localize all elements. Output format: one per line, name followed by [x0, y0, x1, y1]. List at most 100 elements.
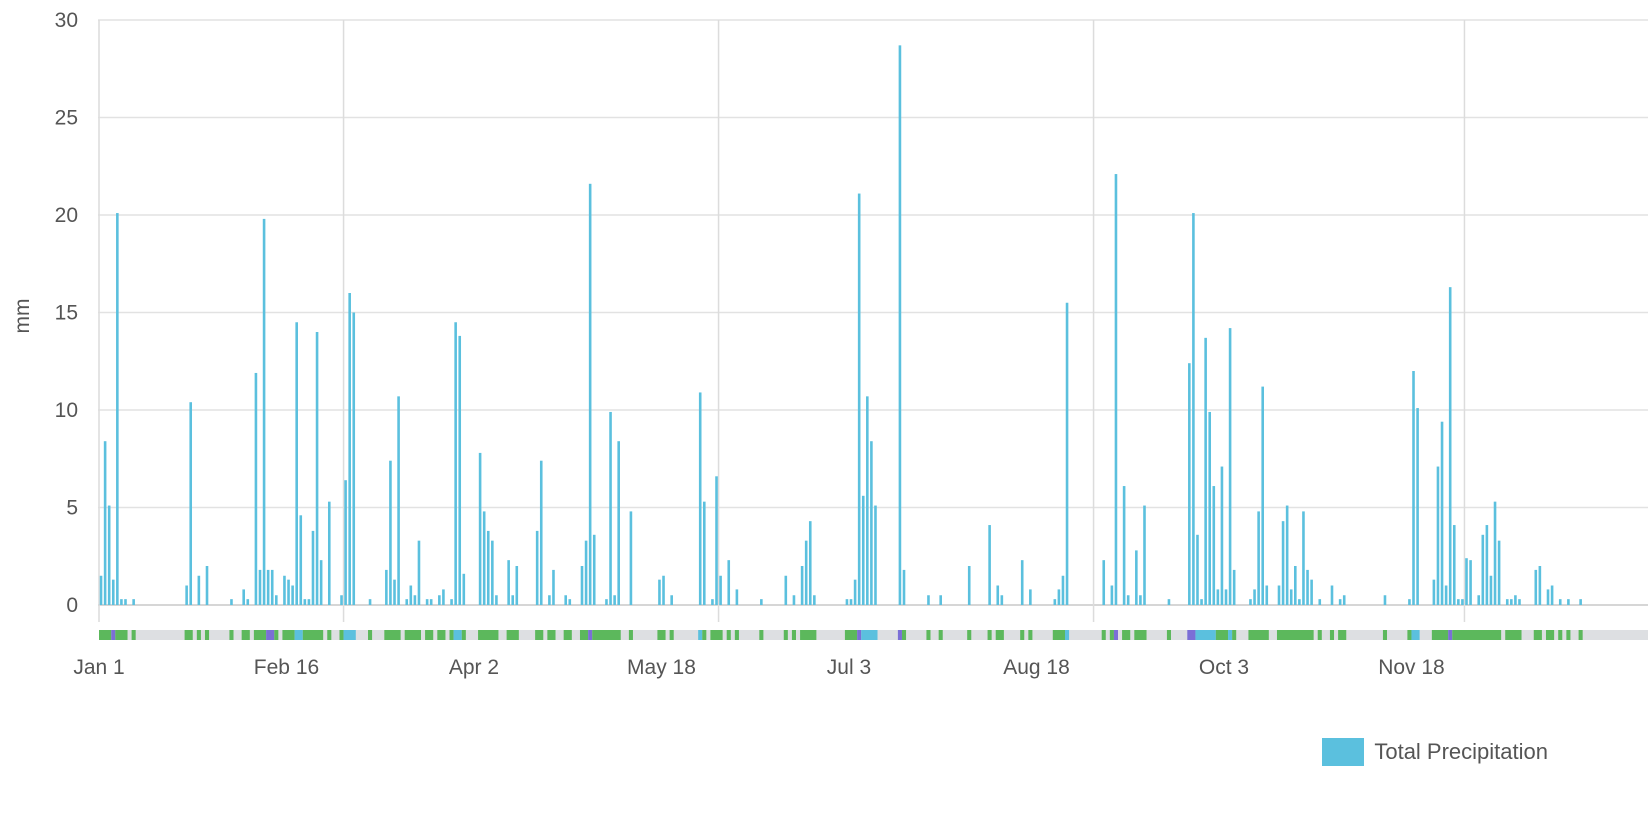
precip-bar[interactable] [592, 534, 596, 605]
precip-bar[interactable] [409, 585, 413, 606]
precip-bar[interactable] [609, 411, 612, 605]
precip-bar[interactable] [1444, 585, 1448, 606]
precip-bar[interactable] [800, 566, 804, 605]
precip-bar[interactable] [1122, 486, 1126, 605]
precip-bar[interactable] [340, 595, 343, 605]
precip-bar[interactable] [1232, 569, 1236, 605]
precip-bar[interactable] [185, 585, 188, 606]
precip-bar[interactable] [613, 595, 616, 605]
precip-bar[interactable] [327, 501, 331, 605]
precip-bar[interactable] [1281, 521, 1285, 605]
precip-bar[interactable] [1277, 585, 1281, 606]
precip-bar[interactable] [866, 396, 869, 605]
precip-bar[interactable] [617, 441, 620, 605]
precip-bar[interactable] [1285, 505, 1289, 605]
precip-bar[interactable] [511, 595, 515, 605]
precip-bar[interactable] [270, 569, 274, 605]
precip-bar[interactable] [352, 312, 356, 606]
precip-bar[interactable] [1342, 595, 1346, 605]
precip-bar[interactable] [450, 599, 453, 605]
precip-bar[interactable] [1061, 575, 1065, 605]
precip-bar[interactable] [1412, 371, 1415, 605]
precip-bar[interactable] [1139, 595, 1142, 605]
precip-bar[interactable] [1302, 511, 1305, 605]
precip-bar[interactable] [429, 599, 433, 605]
precip-bar[interactable] [311, 530, 315, 605]
precip-bar[interactable] [1261, 386, 1264, 605]
precip-bar[interactable] [870, 441, 873, 605]
precip-bar[interactable] [1534, 569, 1538, 605]
precip-bar[interactable] [1249, 599, 1252, 605]
precip-bar[interactable] [670, 595, 673, 605]
precip-bar[interactable] [1510, 599, 1513, 605]
precip-bar[interactable] [205, 566, 209, 605]
precip-bar[interactable] [495, 595, 498, 605]
precip-bar[interactable] [1020, 560, 1024, 605]
precip-bar[interactable] [1294, 566, 1297, 605]
precip-bar[interactable] [588, 183, 592, 606]
precip-bar[interactable] [1208, 411, 1212, 605]
precip-bar[interactable] [584, 540, 588, 605]
precip-bar[interactable] [291, 585, 294, 606]
precip-bar[interactable] [568, 599, 572, 605]
precip-bar[interactable] [515, 566, 519, 605]
precip-bar[interactable] [1228, 328, 1232, 605]
precip-bar[interactable] [266, 569, 270, 605]
precip-bar[interactable] [1143, 505, 1146, 605]
precip-bar[interactable] [1461, 599, 1464, 605]
precip-bar[interactable] [1383, 595, 1387, 605]
precip-bar[interactable] [1188, 363, 1191, 605]
precip-bar[interactable] [564, 595, 568, 605]
precip-bar[interactable] [808, 521, 812, 605]
precip-bar[interactable] [735, 589, 739, 605]
precip-bar[interactable] [996, 585, 1000, 606]
precip-bar[interactable] [1546, 589, 1550, 605]
precip-bar[interactable] [478, 452, 482, 605]
precip-bar[interactable] [552, 569, 555, 605]
precip-bar[interactable] [1436, 466, 1440, 605]
precip-bar[interactable] [874, 505, 877, 605]
precip-bar[interactable] [417, 540, 421, 605]
precip-bar[interactable] [898, 45, 902, 606]
precip-bar[interactable] [397, 396, 400, 605]
precip-bar[interactable] [482, 511, 486, 605]
precip-bar[interactable] [1432, 579, 1436, 605]
precip-bar[interactable] [902, 569, 906, 605]
precip-bar[interactable] [1257, 511, 1260, 605]
precip-bar[interactable] [1505, 599, 1509, 605]
precip-bar[interactable] [1220, 466, 1224, 605]
precip-bar[interactable] [486, 530, 490, 605]
precip-bar[interactable] [535, 530, 539, 605]
precip-bar[interactable] [1167, 599, 1171, 605]
precip-bar[interactable] [315, 332, 319, 605]
precip-bar[interactable] [548, 595, 551, 605]
precip-bar[interactable] [283, 575, 286, 605]
precip-bar[interactable] [1440, 421, 1444, 605]
precip-bar[interactable] [939, 595, 942, 605]
precip-bar[interactable] [389, 460, 392, 605]
precip-bar[interactable] [262, 218, 266, 605]
precip-bar[interactable] [458, 335, 462, 605]
precip-bar[interactable] [344, 480, 347, 605]
precip-bar[interactable] [1514, 595, 1517, 605]
precip-bar[interactable] [287, 579, 290, 605]
precip-bar[interactable] [275, 595, 278, 605]
precip-bar[interactable] [857, 193, 861, 606]
precip-bar[interactable] [662, 575, 665, 605]
precip-bar[interactable] [189, 402, 193, 605]
precip-bar[interactable] [629, 511, 633, 605]
precip-bar[interactable] [539, 460, 543, 605]
precip-bar[interactable] [438, 595, 441, 605]
precip-bar[interactable] [1489, 575, 1493, 605]
precip-bar[interactable] [715, 476, 718, 605]
precip-bar[interactable] [605, 599, 608, 605]
precip-bar[interactable] [813, 595, 816, 605]
precip-bar[interactable] [1310, 579, 1313, 605]
precip-bar[interactable] [1192, 213, 1195, 606]
precip-bar[interactable] [1452, 525, 1456, 605]
precip-bar[interactable] [1330, 585, 1334, 606]
precip-bar[interactable] [580, 566, 584, 605]
precip-bar[interactable] [1204, 337, 1207, 605]
precip-bar[interactable] [1029, 589, 1032, 605]
precip-bar[interactable] [1469, 560, 1472, 605]
